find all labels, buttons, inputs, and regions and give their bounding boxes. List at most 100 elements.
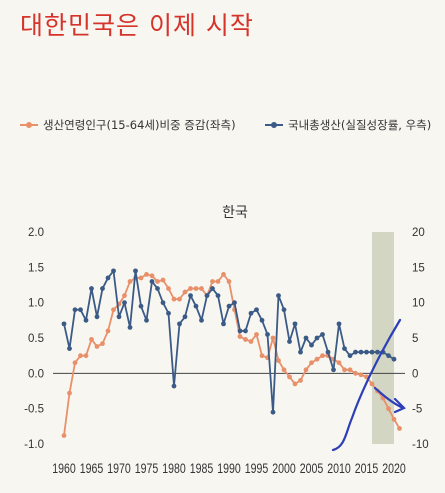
data-point-working-age	[89, 337, 94, 342]
data-point-gdp	[215, 293, 221, 298]
data-point-working-age	[215, 279, 221, 284]
data-point-gdp	[155, 286, 160, 291]
data-point-working-age	[226, 279, 232, 284]
legend-label-working-age: 생산연령인구(15-64세)비중 증감(좌측)	[43, 118, 236, 132]
data-point-working-age	[386, 406, 391, 412]
data-point-gdp	[248, 310, 254, 316]
data-point-working-age	[61, 433, 67, 438]
data-point-gdp	[160, 300, 166, 306]
data-point-gdp	[188, 293, 193, 298]
data-point-gdp	[347, 353, 353, 359]
annotation-stroke-down	[373, 386, 406, 414]
x-tick-label: 2020	[382, 461, 406, 477]
data-point-gdp	[265, 332, 270, 337]
data-point-gdp	[61, 321, 67, 327]
data-point-gdp	[237, 328, 243, 334]
data-point-gdp	[166, 310, 171, 316]
data-point-gdp	[259, 317, 265, 323]
data-point-gdp	[94, 314, 100, 320]
data-point-working-age	[193, 286, 199, 291]
data-point-gdp	[270, 409, 276, 415]
data-point-working-age	[391, 416, 397, 422]
data-point-gdp	[292, 321, 298, 327]
legend-label-gdp: 국내총생산(실질성장률, 우측)	[288, 118, 432, 132]
y-tick-right-label: -5	[412, 404, 422, 416]
y-tick-left-label: 0.5	[28, 333, 44, 345]
data-point-gdp	[254, 307, 259, 313]
data-point-gdp	[309, 342, 314, 348]
data-point-gdp	[177, 321, 182, 327]
data-point-gdp	[149, 279, 155, 284]
data-point-working-age	[336, 360, 342, 366]
data-point-working-age	[221, 272, 226, 277]
x-tick-label: 1965	[80, 461, 104, 477]
data-point-working-age	[237, 334, 243, 339]
annotation-stroke-up	[331, 318, 402, 452]
data-point-working-age	[369, 381, 375, 387]
data-point-gdp	[336, 321, 342, 327]
x-tick-label: 1975	[135, 461, 159, 477]
data-point-gdp	[226, 303, 232, 309]
data-point-working-age	[149, 273, 155, 279]
data-point-gdp	[353, 349, 358, 355]
data-point-working-age	[100, 341, 105, 347]
data-point-working-age	[243, 337, 248, 342]
data-point-working-age	[166, 286, 171, 291]
data-point-working-age	[314, 356, 320, 362]
data-point-gdp	[342, 346, 347, 351]
x-tick-label: 1990	[217, 461, 241, 477]
data-point-working-age	[342, 367, 347, 373]
legend-swatch-working-age	[20, 120, 38, 130]
data-point-working-age	[127, 279, 133, 284]
data-point-gdp	[122, 300, 127, 306]
data-point-gdp	[204, 293, 210, 298]
data-point-gdp	[232, 300, 237, 306]
data-point-working-age	[320, 353, 325, 359]
data-point-working-age	[155, 279, 160, 284]
y-tick-right-label: 20	[412, 227, 425, 239]
data-point-working-age	[292, 381, 298, 387]
y-tick-right-label: 0	[412, 368, 418, 380]
data-point-working-age	[276, 358, 281, 364]
y-tick-right-label: -10	[412, 439, 429, 451]
x-tick-label: 2005	[300, 461, 324, 477]
data-point-gdp	[364, 349, 369, 355]
data-point-working-age	[298, 378, 303, 383]
data-point-working-age	[83, 353, 89, 359]
data-point-working-age	[397, 426, 402, 431]
data-point-working-age	[210, 279, 215, 284]
data-point-working-age	[309, 360, 314, 366]
data-point-working-age	[160, 277, 166, 283]
data-point-gdp	[221, 321, 226, 327]
y-tick-left-label: 1.5	[28, 262, 44, 274]
x-tick-label: 1985	[190, 461, 214, 477]
data-point-working-age	[259, 353, 265, 359]
data-point-gdp	[67, 346, 72, 351]
data-point-working-age	[138, 275, 144, 281]
data-point-gdp	[210, 286, 215, 291]
data-point-gdp	[325, 349, 331, 355]
data-point-gdp	[287, 339, 292, 344]
data-point-gdp	[298, 349, 303, 355]
y-tick-right-label: 10	[412, 298, 425, 310]
data-point-working-age	[303, 367, 309, 373]
chart-title: 한국	[222, 205, 248, 221]
data-point-gdp	[303, 335, 309, 341]
data-point-gdp	[193, 303, 199, 309]
data-point-working-age	[188, 286, 193, 291]
x-tick-label: 2015	[355, 461, 379, 477]
data-point-working-age	[199, 286, 204, 291]
data-point-gdp	[105, 275, 111, 281]
data-point-gdp	[72, 307, 78, 313]
data-point-gdp	[320, 332, 325, 337]
data-point-working-age	[67, 390, 72, 396]
data-point-working-age	[287, 374, 292, 380]
data-point-gdp	[199, 317, 204, 323]
data-point-gdp	[111, 268, 116, 274]
y-tick-right-label: 5	[412, 333, 418, 345]
data-point-gdp	[182, 314, 188, 320]
data-point-gdp	[358, 349, 364, 355]
data-point-working-age	[122, 293, 127, 298]
data-point-working-age	[105, 328, 111, 334]
